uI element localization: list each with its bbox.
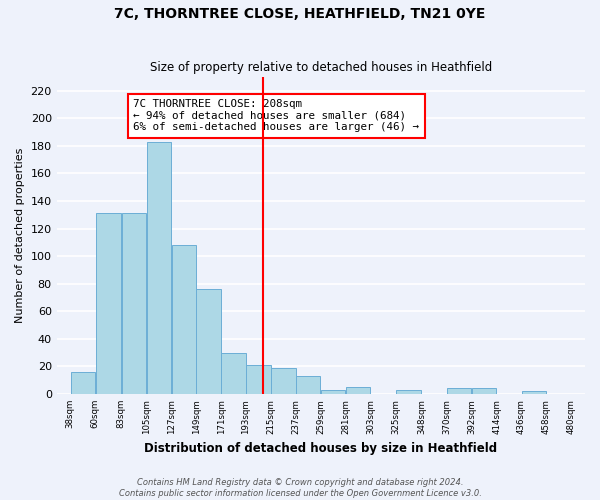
Title: Size of property relative to detached houses in Heathfield: Size of property relative to detached ho… — [150, 62, 492, 74]
Text: 7C, THORNTREE CLOSE, HEATHFIELD, TN21 0YE: 7C, THORNTREE CLOSE, HEATHFIELD, TN21 0Y… — [115, 8, 485, 22]
Bar — [271, 368, 296, 394]
Text: 7C THORNTREE CLOSE: 208sqm
← 94% of detached houses are smaller (684)
6% of semi: 7C THORNTREE CLOSE: 208sqm ← 94% of deta… — [133, 99, 419, 132]
Bar — [196, 289, 221, 394]
Bar — [396, 390, 421, 394]
X-axis label: Distribution of detached houses by size in Heathfield: Distribution of detached houses by size … — [144, 442, 497, 455]
Y-axis label: Number of detached properties: Number of detached properties — [15, 148, 25, 323]
Bar — [321, 390, 346, 394]
Bar — [522, 391, 546, 394]
Text: Contains HM Land Registry data © Crown copyright and database right 2024.
Contai: Contains HM Land Registry data © Crown c… — [119, 478, 481, 498]
Bar — [95, 214, 121, 394]
Bar — [221, 352, 245, 394]
Bar — [146, 142, 171, 394]
Bar — [472, 388, 496, 394]
Bar — [346, 387, 370, 394]
Bar — [296, 376, 320, 394]
Bar — [71, 372, 95, 394]
Bar — [122, 214, 146, 394]
Bar — [447, 388, 471, 394]
Bar — [172, 245, 196, 394]
Bar — [247, 365, 271, 394]
